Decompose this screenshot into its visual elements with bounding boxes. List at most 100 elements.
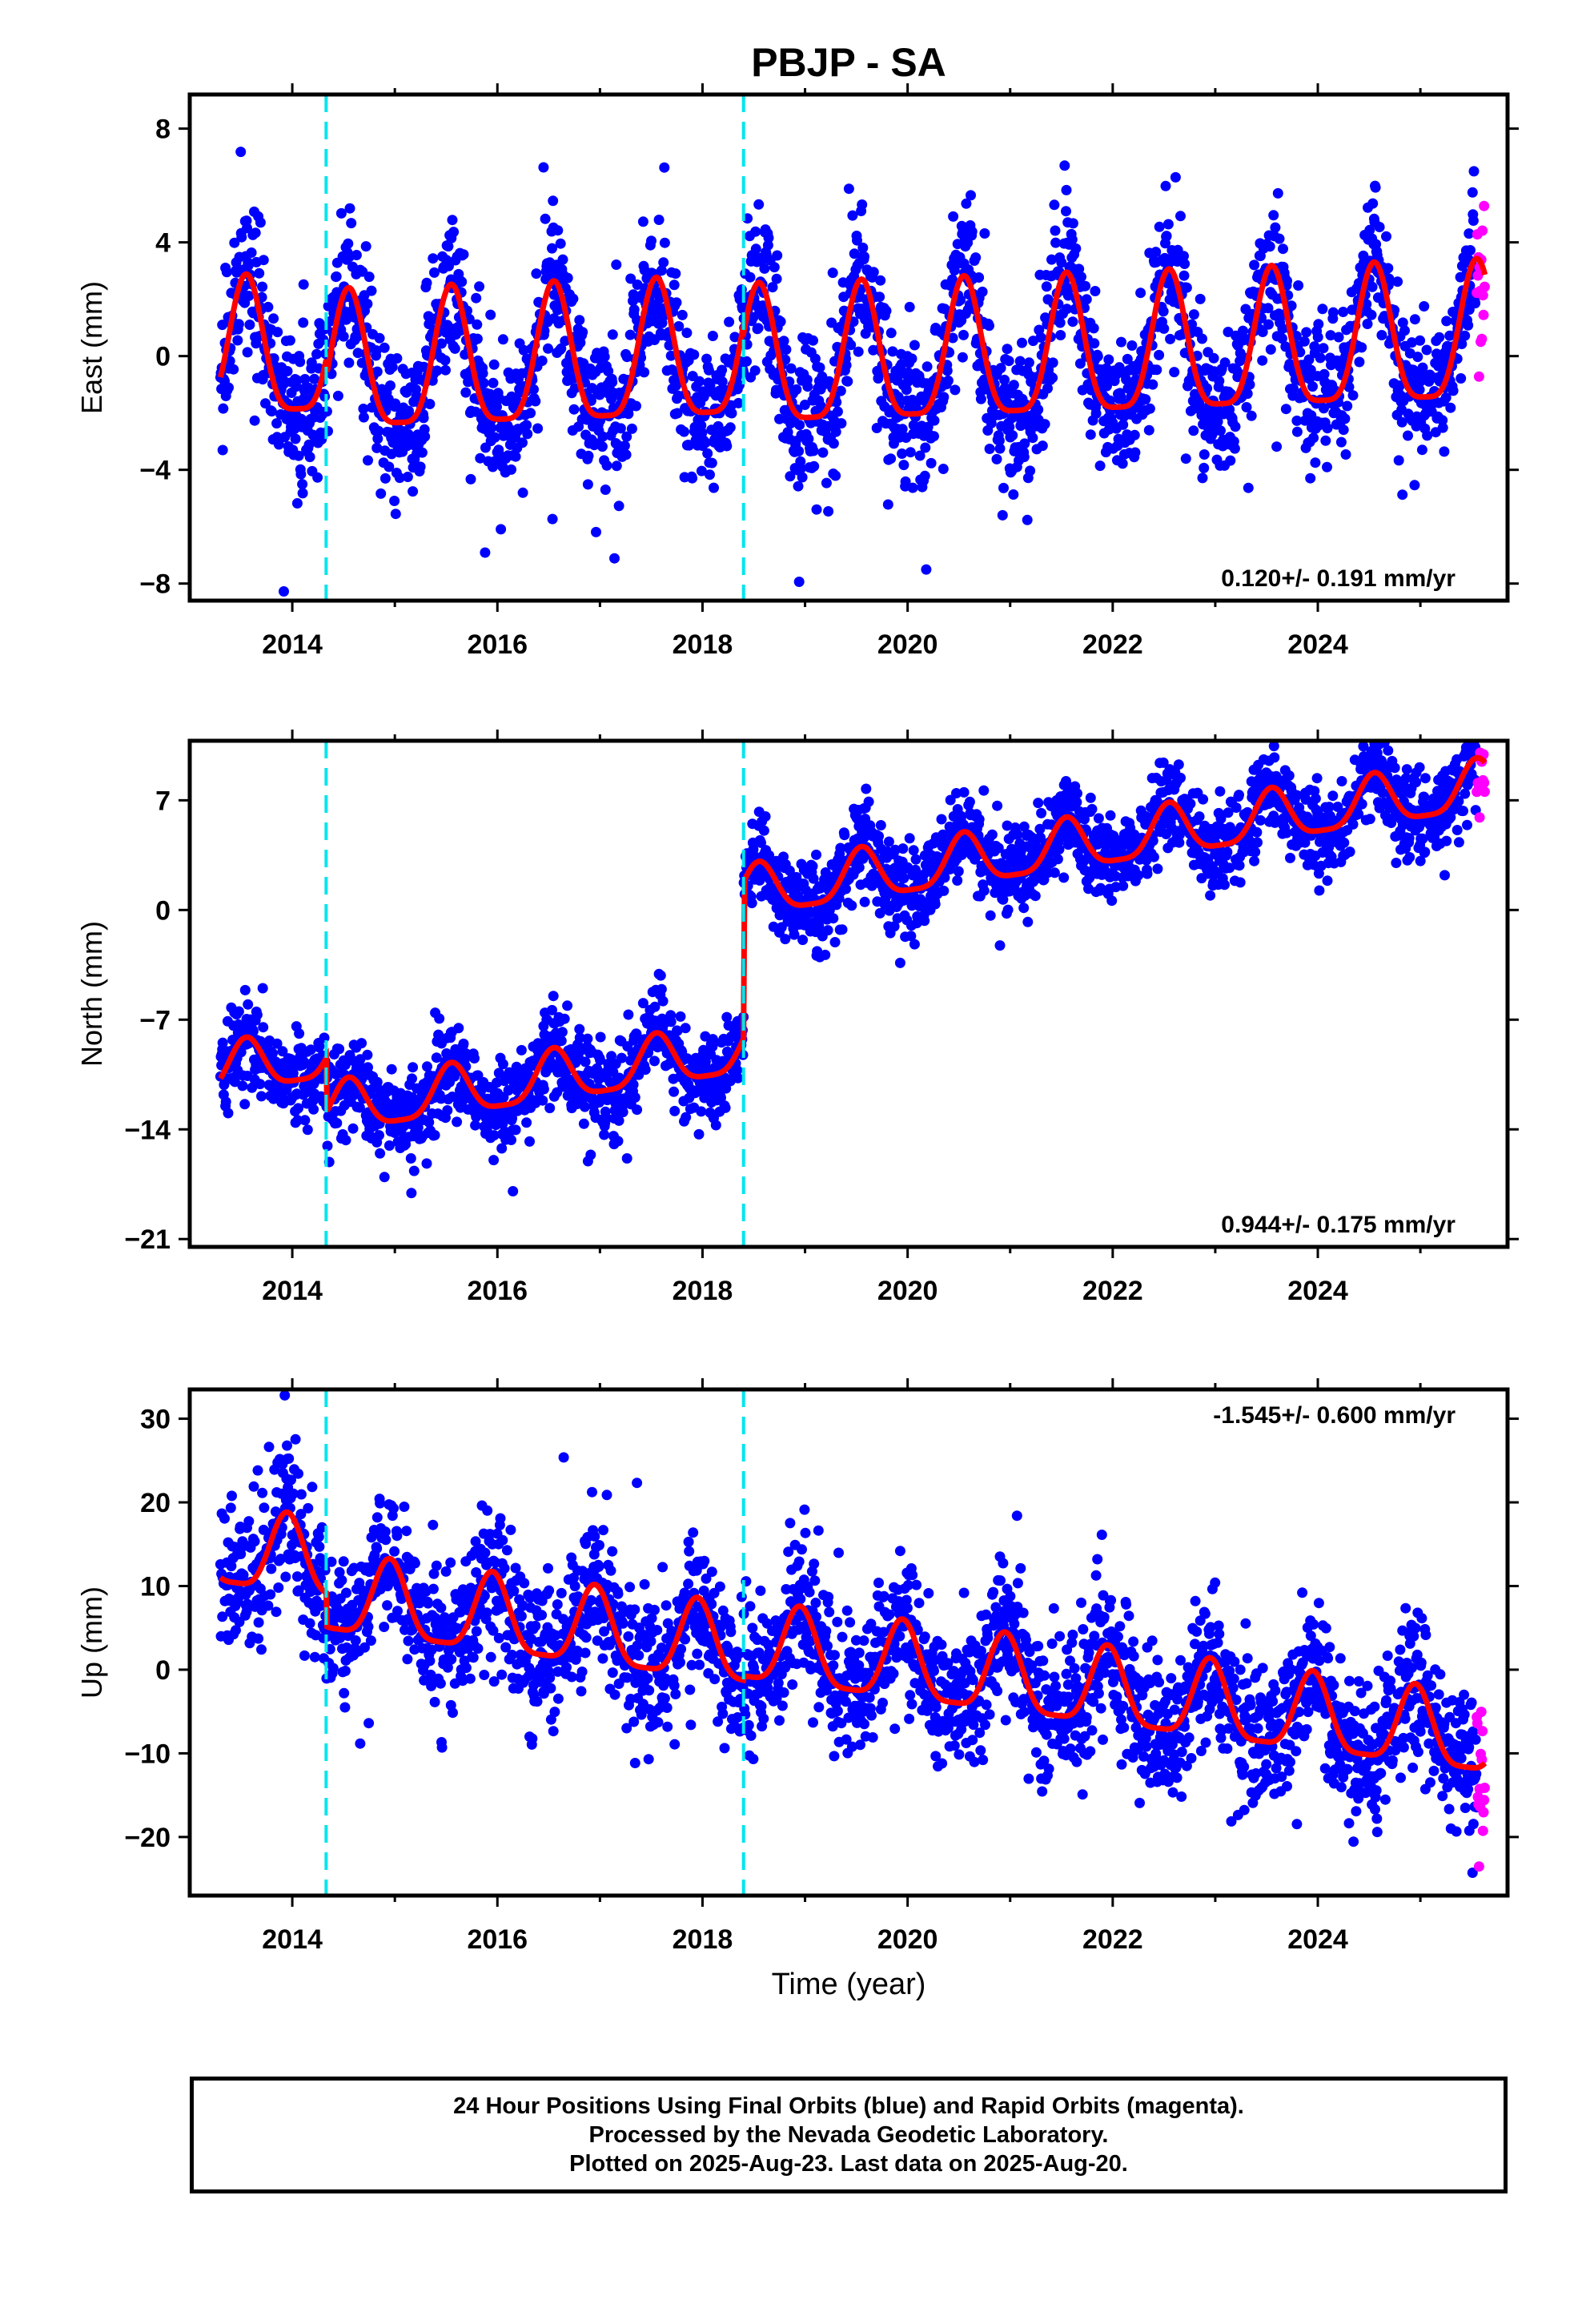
final-orbit-point <box>1340 449 1351 460</box>
final-orbit-point <box>1249 259 1260 271</box>
final-orbit-point <box>497 1059 508 1070</box>
final-orbit-point <box>1089 338 1100 349</box>
x-tick-label: 2014 <box>262 629 323 660</box>
final-orbit-point <box>408 1165 420 1176</box>
final-orbit-point <box>442 1105 453 1116</box>
final-orbit-point <box>1396 416 1407 428</box>
final-orbit-point <box>1049 867 1060 879</box>
final-orbit-point <box>284 335 295 346</box>
final-orbit-point <box>302 1124 313 1136</box>
final-orbit-point <box>771 273 782 284</box>
final-orbit-point <box>997 509 1008 521</box>
final-orbit-point <box>322 1140 333 1152</box>
final-orbit-point <box>897 448 908 459</box>
final-orbit-point <box>1160 180 1171 191</box>
final-orbit-point <box>897 424 908 435</box>
final-orbit-point <box>1003 356 1014 367</box>
final-orbit-point <box>857 242 869 253</box>
final-orbit-point <box>707 331 718 341</box>
final-orbit-point <box>1014 356 1026 367</box>
final-orbit-point <box>1041 281 1052 292</box>
final-orbit-point <box>859 896 870 907</box>
final-orbit-point <box>1180 453 1191 464</box>
final-orbit-point <box>658 257 669 268</box>
final-orbit-point <box>582 1033 593 1044</box>
final-orbit-point <box>621 431 632 442</box>
final-orbit-point <box>726 408 737 419</box>
final-orbit-point <box>282 366 293 376</box>
final-orbit-point <box>970 252 982 263</box>
final-orbit-point <box>957 352 968 363</box>
final-orbit-point <box>488 377 499 388</box>
final-orbit-point <box>717 364 728 376</box>
final-orbit-point <box>1441 316 1452 327</box>
final-orbit-points <box>215 147 1482 597</box>
final-orbit-point <box>656 265 667 276</box>
final-orbit-point <box>1002 344 1013 355</box>
final-orbit-point <box>1276 333 1287 344</box>
final-orbit-point <box>429 267 440 278</box>
final-orbit-point <box>596 441 608 452</box>
final-orbit-point <box>1338 307 1349 317</box>
final-orbit-point <box>548 195 559 207</box>
final-orbit-point <box>843 183 854 195</box>
final-orbit-point <box>583 450 594 461</box>
final-orbit-point <box>374 332 385 344</box>
final-orbit-point <box>898 873 909 883</box>
final-orbit-point <box>1335 436 1347 448</box>
final-orbit-point <box>1367 281 1378 292</box>
final-orbit-point <box>1270 222 1281 233</box>
final-orbit-point <box>521 420 532 431</box>
final-orbit-point <box>331 271 342 282</box>
final-orbit-point <box>1338 424 1349 436</box>
final-orbit-point <box>958 329 969 340</box>
final-orbit-point <box>901 384 912 396</box>
final-orbit-point <box>1463 320 1474 331</box>
final-orbit-point <box>625 273 636 284</box>
final-orbit-point <box>929 431 939 442</box>
final-orbit-point <box>846 900 857 911</box>
final-orbit-point <box>1007 430 1018 441</box>
final-orbit-point <box>375 488 387 499</box>
final-orbit-point <box>1067 316 1078 328</box>
final-orbit-point <box>421 1158 432 1169</box>
rapid-orbit-point <box>1477 290 1488 301</box>
final-orbit-point <box>1228 679 1239 690</box>
final-orbit-point <box>611 460 622 472</box>
final-orbit-point <box>456 276 468 287</box>
final-orbit-point <box>724 316 735 328</box>
final-orbit-point <box>375 1148 386 1159</box>
final-orbit-point <box>562 272 573 283</box>
final-orbit-point <box>1250 846 1261 858</box>
final-orbit-point <box>1318 343 1329 354</box>
final-orbit-point <box>1366 309 1377 320</box>
final-orbit-point <box>235 147 247 158</box>
final-orbit-point <box>1188 425 1199 436</box>
final-orbit-point <box>1178 251 1189 262</box>
final-orbit-point <box>950 384 961 396</box>
final-orbit-point <box>953 866 964 877</box>
final-orbit-point <box>1161 231 1172 242</box>
final-orbit-point <box>772 250 783 261</box>
final-orbit-point <box>883 836 894 847</box>
final-orbit-point <box>1066 234 1078 245</box>
final-orbit-point <box>356 1038 367 1049</box>
final-orbit-point <box>291 498 303 509</box>
final-orbit-point <box>1407 364 1419 376</box>
final-orbit-point <box>817 447 829 458</box>
final-orbit-point <box>254 267 265 279</box>
final-orbit-point <box>709 482 719 493</box>
final-orbit-point <box>964 796 975 807</box>
final-orbit-point <box>887 346 898 357</box>
final-orbit-point <box>979 228 990 239</box>
final-orbit-point <box>272 327 283 338</box>
final-orbit-point <box>538 162 549 173</box>
final-orbit-point <box>556 1035 567 1047</box>
final-orbit-point <box>421 277 432 288</box>
final-orbit-point <box>496 524 507 535</box>
final-orbit-point <box>675 1011 686 1022</box>
final-orbit-point <box>428 253 439 264</box>
final-orbit-point <box>1135 287 1146 299</box>
final-orbit-point <box>347 1123 359 1134</box>
final-orbit-point <box>1445 402 1456 413</box>
